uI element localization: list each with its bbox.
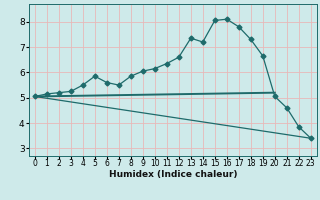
- X-axis label: Humidex (Indice chaleur): Humidex (Indice chaleur): [108, 170, 237, 179]
